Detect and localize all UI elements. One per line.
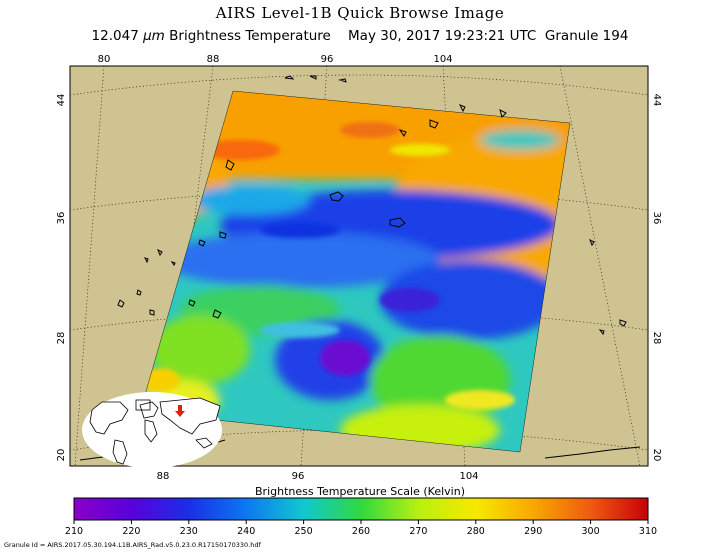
colorbar-ticks: 210 220 230 240 250 260 270 280 290 300 310 bbox=[65, 520, 657, 537]
lat-label-right-3: 28 bbox=[651, 332, 662, 345]
lon-label-bottom-2: 96 bbox=[292, 471, 305, 480]
lat-label-left-3: 28 bbox=[56, 332, 67, 345]
colorbar-tick-label: 240 bbox=[237, 526, 255, 537]
location-marker-icon bbox=[175, 405, 185, 417]
lon-label-top-4: 104 bbox=[433, 54, 452, 65]
page-title: AIRS Level-1B Quick Browse Image bbox=[215, 4, 505, 22]
lat-label-left-4: 20 bbox=[56, 449, 67, 462]
colorbar-tick-label: 310 bbox=[639, 526, 657, 537]
colorbar-tick-label: 280 bbox=[467, 526, 485, 537]
lon-label-top-3: 96 bbox=[321, 54, 334, 65]
observation-datetime: May 30, 2017 19:23:21 UTC bbox=[348, 28, 537, 44]
colorbar-tick-label: 260 bbox=[352, 526, 370, 537]
colorbar bbox=[73, 497, 649, 521]
lat-label-left-2: 36 bbox=[56, 212, 67, 225]
map-svg: 80 88 96 104 88 96 104 44 36 28 20 44 36… bbox=[56, 54, 662, 482]
lat-label-right-4: 20 bbox=[651, 449, 662, 462]
axis-labels: 80 88 96 104 88 96 104 44 36 28 20 44 36… bbox=[56, 54, 662, 482]
colorbar-tick-label: 210 bbox=[65, 526, 83, 537]
lat-label-left-1: 44 bbox=[56, 94, 67, 107]
lon-label-top-1: 80 bbox=[98, 54, 111, 65]
granule-number: Granule 194 bbox=[544, 28, 629, 44]
lat-label-right-2: 36 bbox=[651, 212, 662, 225]
colorbar-title: Brightness Temperature Scale (Kelvin) bbox=[255, 485, 465, 498]
colorbar-tick-label: 300 bbox=[582, 526, 600, 537]
lon-label-bottom-1: 88 bbox=[157, 471, 170, 480]
product-name: Brightness Temperature bbox=[169, 28, 331, 44]
lat-label-right-1: 44 bbox=[651, 94, 662, 107]
inset-world-map bbox=[82, 392, 222, 468]
colorbar-tick-label: 250 bbox=[295, 526, 313, 537]
granule-id: Granule Id = AIRS.2017.05.30.194.L1B.AIR… bbox=[4, 541, 261, 549]
lon-label-bottom-3: 104 bbox=[459, 471, 478, 480]
lon-label-top-2: 88 bbox=[207, 54, 220, 65]
wavelength-unit: μm bbox=[143, 28, 165, 44]
wavelength-value: 12.047 bbox=[91, 28, 139, 44]
page-subtitle: 12.047 μm Brightness Temperature May 30,… bbox=[0, 28, 720, 44]
map-area: 80 88 96 104 88 96 104 44 36 28 20 44 36… bbox=[56, 54, 662, 482]
colorbar-tick-label: 290 bbox=[524, 526, 542, 537]
colorbar-tick-label: 230 bbox=[180, 526, 198, 537]
swath-outline bbox=[139, 90, 571, 453]
colorbar-tick-label: 270 bbox=[409, 526, 427, 537]
colorbar-tick-label: 220 bbox=[122, 526, 140, 537]
